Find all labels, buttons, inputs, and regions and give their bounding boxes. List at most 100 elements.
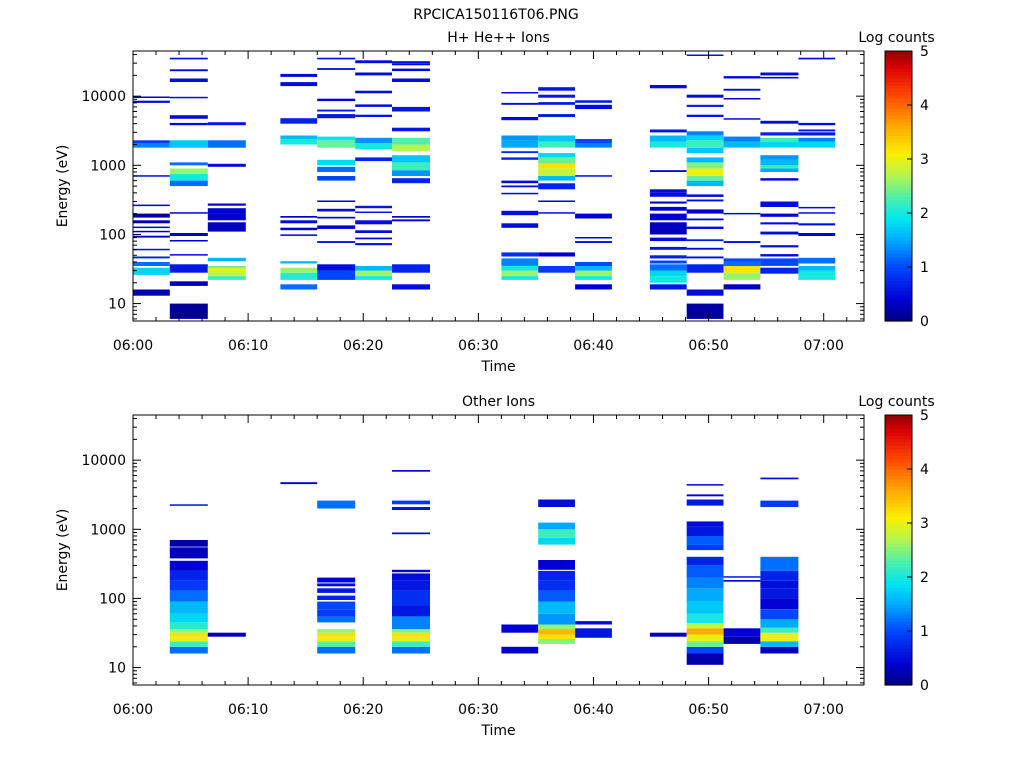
energy-bin-cell	[169, 646, 208, 654]
energy-bin-cell	[723, 636, 761, 644]
energy-bin-cell	[355, 60, 392, 64]
energy-bin-cell	[649, 246, 687, 250]
colorbar-segment	[885, 310, 912, 315]
energy-bin-cell	[392, 629, 430, 633]
energy-bin-cell	[723, 88, 761, 91]
colorbar-segment	[885, 509, 912, 514]
colorbar-segment	[885, 502, 912, 507]
energy-bin-cell	[538, 168, 575, 176]
y-tick-label: 10	[108, 661, 126, 677]
energy-bin-cell	[317, 176, 356, 181]
energy-bin-cell	[280, 267, 318, 273]
energy-bin-cell	[575, 276, 612, 280]
energy-bin-cell	[169, 580, 208, 591]
colorbar-segment	[885, 620, 912, 625]
energy-bin-cell	[392, 605, 430, 617]
energy-bin-cell	[355, 205, 392, 209]
energy-bin-cell	[760, 76, 799, 79]
energy-bin-cell	[169, 636, 208, 642]
colorbar-segment	[885, 101, 912, 106]
energy-bin-cell	[280, 82, 318, 87]
energy-bin-cell	[538, 212, 575, 214]
energy-bin-cell	[169, 281, 208, 286]
colorbar-tick-label: 2	[920, 570, 929, 586]
energy-bin-cell	[133, 267, 170, 275]
colorbar-segment	[885, 519, 912, 524]
energy-bin-cell	[169, 122, 208, 126]
colorbar-segment	[885, 506, 912, 511]
energy-bin-cell	[317, 114, 356, 119]
energy-bin-cell	[317, 616, 356, 623]
energy-bin-cell	[538, 200, 575, 202]
energy-bin-cell	[392, 470, 430, 472]
colorbar: 0 1 2 3 4 5	[884, 408, 929, 694]
energy-bin-cell	[760, 245, 799, 248]
colorbar-segment	[885, 148, 912, 153]
x-axis-label: Time	[480, 359, 515, 375]
energy-bin-cell	[317, 577, 356, 583]
colorbar-segment	[885, 435, 912, 440]
energy-bin-cell	[169, 115, 208, 119]
energy-bin-cell	[317, 595, 356, 600]
colorbar-segment	[885, 209, 912, 214]
energy-bin-cell	[169, 264, 208, 273]
colorbar-tick-label: 2	[920, 206, 929, 222]
energy-bin-cell	[392, 155, 430, 163]
energy-bin-cell	[686, 94, 724, 98]
colorbar-segment	[885, 556, 912, 561]
colorbar-segment	[885, 664, 912, 669]
colorbar-segment	[885, 61, 912, 66]
colorbar-segment	[885, 145, 912, 150]
energy-bin-cell	[392, 569, 430, 573]
colorbar-segment	[885, 152, 912, 157]
energy-bin-cell	[280, 220, 318, 224]
energy-bin-cell	[317, 225, 356, 229]
colorbar-segment	[885, 115, 912, 120]
energy-bin-cell	[723, 628, 761, 637]
energy-bin-cell	[575, 628, 612, 638]
colorbar-frame	[884, 414, 913, 686]
energy-bin-cell	[169, 590, 208, 602]
energy-bin-cell	[133, 226, 170, 229]
colorbar-segment	[885, 577, 912, 581]
energy-bin-cell	[169, 180, 208, 187]
energy-bin-cell	[169, 560, 208, 571]
energy-bin-cell	[760, 556, 799, 571]
colorbar-segment	[885, 614, 912, 619]
energy-bin-cell	[575, 139, 612, 143]
colorbar-segment	[885, 631, 912, 635]
colorbar-segment	[885, 213, 912, 217]
energy-bin-cell	[760, 155, 799, 160]
energy-bin-cell	[538, 638, 575, 644]
energy-bin-cell	[355, 90, 392, 94]
colorbar-segment	[885, 256, 912, 261]
energy-bin-cell	[538, 135, 575, 142]
energy-bin-cell	[723, 580, 761, 582]
colorbar-segment	[885, 314, 912, 319]
energy-bin-cell	[169, 540, 208, 547]
panel-title: H+ He++ Ions	[447, 30, 550, 46]
energy-bin-cell	[686, 536, 724, 545]
colorbar-segment	[885, 51, 912, 55]
colorbar-label: Log counts	[858, 30, 934, 46]
energy-bin-cell	[133, 262, 170, 266]
colorbar-segment	[885, 182, 912, 187]
colorbar-segment	[885, 300, 912, 305]
colorbar-segment	[885, 539, 912, 544]
energy-bin-cell	[798, 212, 836, 214]
colorbar-segment	[885, 283, 912, 288]
colorbar-segment	[885, 546, 912, 551]
colorbar-segment	[885, 543, 912, 548]
energy-bin-cell	[538, 87, 575, 91]
energy-bin-cell	[686, 135, 724, 141]
energy-bin-cell	[649, 632, 687, 637]
energy-bin-cell	[207, 276, 246, 280]
colorbar-segment	[885, 658, 912, 662]
energy-bin-cell	[392, 106, 430, 112]
colorbar-segment	[885, 196, 912, 201]
colorbar-segment	[885, 240, 912, 244]
energy-bin-cell	[723, 98, 761, 100]
energy-bin-cell	[760, 137, 799, 142]
y-tick-label: 10	[108, 297, 126, 313]
energy-bin-cell	[317, 208, 356, 212]
